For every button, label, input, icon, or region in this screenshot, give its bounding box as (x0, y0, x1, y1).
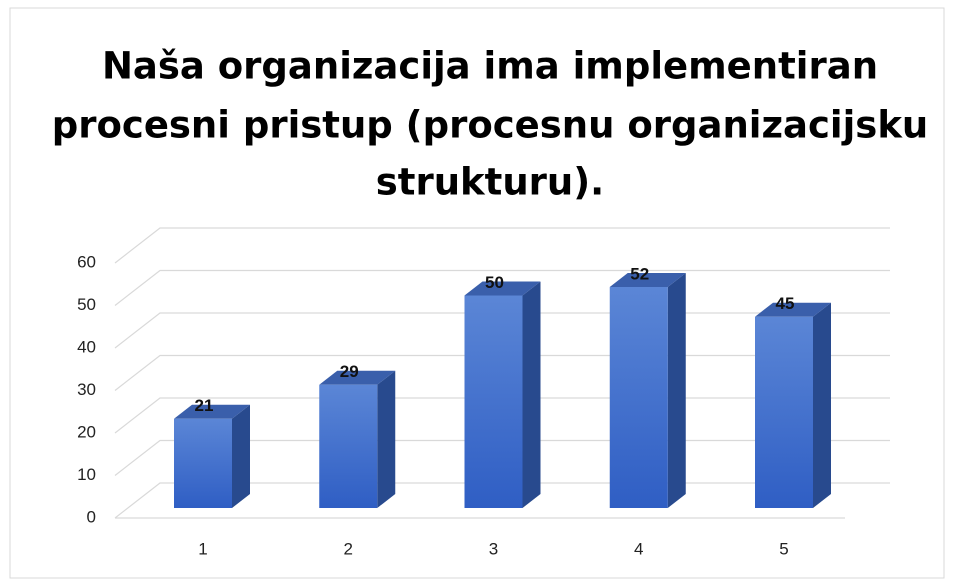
data-label: 50 (485, 273, 504, 292)
data-label: 52 (630, 264, 649, 283)
y-tick-label: 20 (77, 422, 96, 441)
y-tick-label: 10 (77, 465, 96, 484)
bar-side (522, 281, 541, 508)
bar-side (377, 370, 396, 508)
y-tick-label: 30 (77, 380, 96, 399)
chart-title-line: strukturu). (376, 161, 605, 204)
bar-side (667, 273, 686, 508)
bar-side (813, 302, 831, 508)
data-label: 45 (776, 294, 795, 313)
grid-line (114, 269, 890, 306)
x-tick-label: 5 (779, 539, 788, 558)
chart-title-line: procesni pristup (procesnu organizacijsk… (52, 104, 929, 147)
bar (609, 287, 668, 508)
x-tick-label: 2 (344, 539, 353, 558)
chart-title-line: Naša organizacija ima implementiran (102, 45, 878, 88)
bar (174, 418, 232, 508)
y-tick-label: 0 (87, 507, 96, 526)
bar-top (174, 404, 250, 419)
y-tick-label: 50 (77, 295, 96, 314)
y-tick-label: 60 (77, 252, 96, 271)
bar (464, 295, 523, 508)
bar-top (755, 302, 831, 317)
x-tick-label: 1 (198, 539, 207, 558)
bar-top (609, 273, 686, 287)
bar (755, 316, 813, 508)
bar-top (319, 370, 396, 385)
data-label: 21 (195, 396, 214, 415)
bar-side (232, 404, 250, 508)
bar (319, 384, 378, 508)
data-label: 29 (340, 362, 359, 381)
grid-line (114, 227, 890, 264)
y-tick-label: 40 (77, 337, 96, 356)
x-tick-label: 3 (489, 539, 498, 558)
x-tick-label: 4 (634, 539, 643, 558)
bar-top (464, 281, 541, 296)
